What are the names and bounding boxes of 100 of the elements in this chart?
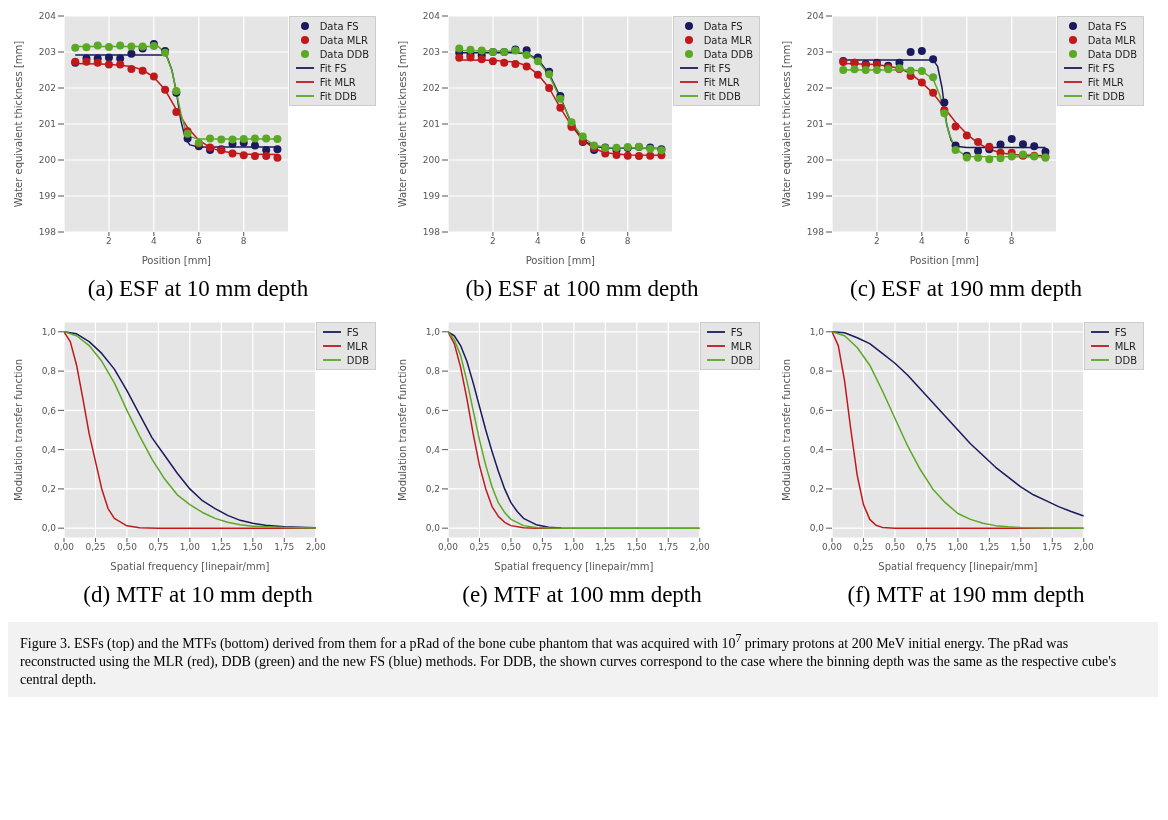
legend-label: Data MLR xyxy=(703,34,752,46)
point xyxy=(273,135,282,144)
x-tick-label: 1,00 xyxy=(563,542,585,553)
x-tick-label: 0,00 xyxy=(53,542,75,553)
y-axis-title: Water equivalent thickness [mm] xyxy=(396,40,408,208)
y-tick-label: 201 xyxy=(422,119,440,130)
legend-label: Data MLR xyxy=(319,34,368,46)
x-tick-label: 8 xyxy=(1008,236,1015,247)
x-tick-label: 1,75 xyxy=(274,542,295,553)
point xyxy=(116,41,125,50)
y-tick-label: 203 xyxy=(422,47,440,58)
point xyxy=(917,67,926,76)
point xyxy=(93,41,102,50)
y-tick-label: 1,0 xyxy=(425,327,441,338)
point xyxy=(228,135,237,144)
x-tick-label: 0,75 xyxy=(916,542,937,553)
point xyxy=(929,88,938,97)
legend-label: Data FS xyxy=(703,20,743,32)
legend-label: MLR xyxy=(346,340,368,352)
y-tick-label: 1,0 xyxy=(41,327,57,338)
point xyxy=(466,45,475,54)
point xyxy=(250,134,259,143)
y-tick-label: 0,2 xyxy=(809,484,824,495)
point xyxy=(839,66,848,74)
x-tick-label: 1,50 xyxy=(1010,542,1032,553)
point xyxy=(623,151,632,160)
legend-label: FS xyxy=(730,326,743,338)
line-series xyxy=(448,331,700,529)
x-tick-label: 0,75 xyxy=(532,542,553,553)
point xyxy=(951,145,960,154)
x-tick-label: 4 xyxy=(919,236,925,247)
point xyxy=(172,108,181,117)
y-tick-label: 203 xyxy=(38,47,56,58)
x-tick-label: 1,50 xyxy=(242,542,264,553)
x-tick-label: 1,50 xyxy=(626,542,648,553)
x-tick-label: 0,25 xyxy=(469,542,490,553)
point xyxy=(861,66,870,74)
y-tick-label: 201 xyxy=(806,119,824,130)
x-tick-label: 0,00 xyxy=(821,542,843,553)
point xyxy=(917,46,926,55)
x-tick-label: 1,00 xyxy=(947,542,969,553)
point xyxy=(974,153,983,162)
y-tick-label: 1,0 xyxy=(809,327,825,338)
point xyxy=(250,152,259,161)
legend-label: Data DDB xyxy=(1087,48,1137,60)
y-tick-label: 204 xyxy=(806,11,825,22)
text: (e) MTF at 100 mm depth xyxy=(462,582,702,609)
y-tick-label: 0,0 xyxy=(41,523,57,534)
text: (d) MTF at 10 mm depth xyxy=(83,582,313,609)
text: (b) ESF at 100 mm depth xyxy=(465,276,699,303)
text: (f) MTF at 190 mm depth xyxy=(847,582,1085,609)
legend-label: Fit FS xyxy=(319,62,347,74)
point xyxy=(522,50,531,59)
point xyxy=(488,57,497,66)
x-tick-label: 2 xyxy=(874,236,880,247)
legend-label: FS xyxy=(1114,326,1127,338)
point xyxy=(455,44,464,53)
y-tick-label: 0,0 xyxy=(425,523,441,534)
legend-label: Data MLR xyxy=(1087,34,1136,46)
x-tick-label: 1,25 xyxy=(979,542,1000,553)
y-tick-label: 0,2 xyxy=(41,484,56,495)
point xyxy=(511,59,520,68)
point xyxy=(545,84,554,92)
y-tick-label: 204 xyxy=(38,11,57,22)
y-axis-title: Water equivalent thickness [mm] xyxy=(780,40,792,208)
x-tick-label: 6 xyxy=(579,236,586,247)
legend-label: Fit MLR xyxy=(1087,76,1124,88)
legend-label: FS xyxy=(346,326,359,338)
y-tick-label: 199 xyxy=(422,191,441,202)
point xyxy=(262,152,271,161)
x-tick-label: 8 xyxy=(624,236,631,247)
point xyxy=(127,64,136,73)
point xyxy=(127,42,136,51)
point xyxy=(1030,142,1039,151)
point xyxy=(217,135,226,144)
point xyxy=(161,85,170,94)
x-axis-title: Spatial frequency [linepair/mm] xyxy=(494,561,654,572)
point xyxy=(929,73,938,82)
legend-label: MLR xyxy=(1114,340,1136,352)
point xyxy=(262,134,271,143)
x-tick-label: 0,50 xyxy=(884,542,906,553)
point xyxy=(906,66,915,75)
x-tick-label: 1,75 xyxy=(658,542,679,553)
point xyxy=(974,147,983,155)
point xyxy=(477,55,486,64)
x-tick-label: 2 xyxy=(106,236,112,247)
x-tick-label: 2,00 xyxy=(1073,542,1095,553)
point xyxy=(71,43,80,52)
y-tick-label: 0,8 xyxy=(41,366,57,377)
legend-label: Data DDB xyxy=(319,48,369,60)
legend-label: Data FS xyxy=(319,20,359,32)
point xyxy=(556,103,565,112)
x-tick-label: 1,25 xyxy=(211,542,232,553)
x-tick-label: 2 xyxy=(490,236,496,247)
x-axis-title: Spatial frequency [linepair/mm] xyxy=(110,561,270,572)
x-tick-label: 4 xyxy=(151,236,157,247)
point xyxy=(533,70,542,79)
point xyxy=(985,155,994,164)
point xyxy=(951,122,960,131)
y-axis-title: Modulation transfer function xyxy=(780,358,792,502)
